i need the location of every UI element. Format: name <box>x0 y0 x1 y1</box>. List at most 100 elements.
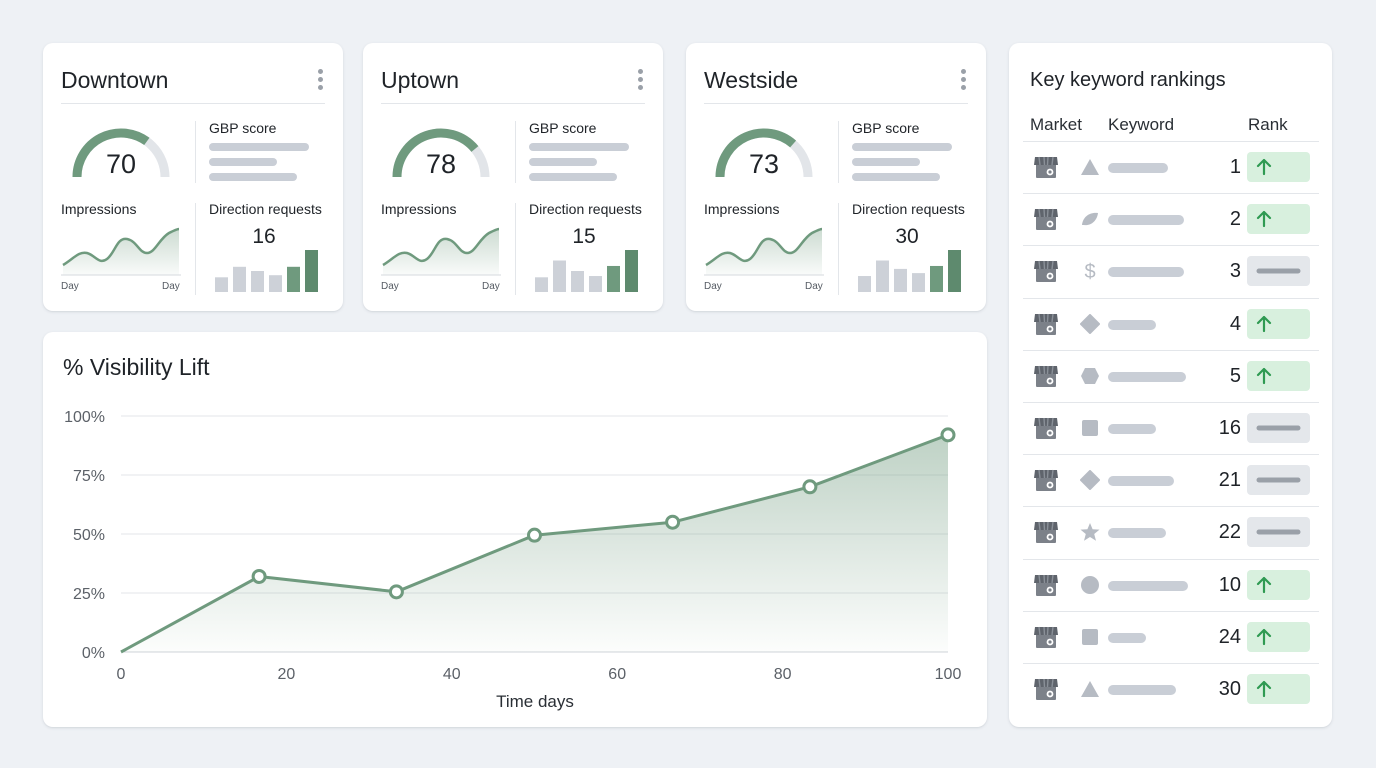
impressions-label: Impressions <box>704 201 780 217</box>
divider <box>838 203 839 295</box>
bar <box>269 275 282 292</box>
rank-value: 24 <box>1218 625 1241 648</box>
bar <box>287 266 300 292</box>
data-point[interactable] <box>940 427 956 443</box>
location-name: Westside <box>704 67 799 93</box>
y-tick-label: 0% <box>82 645 105 662</box>
divider <box>838 121 839 183</box>
skeleton-line <box>529 173 617 181</box>
arrow-up-icon <box>1256 680 1272 698</box>
y-tick-label: 50% <box>73 527 105 544</box>
keyword-rankings-card: Key keyword rankings Market Keyword Rank… <box>1009 43 1332 727</box>
divider <box>515 203 516 295</box>
table-row[interactable]: $ 3 <box>1023 245 1319 298</box>
triangle-icon <box>1081 159 1099 175</box>
bar <box>894 268 907 292</box>
day-start-label: Day <box>61 281 79 292</box>
keyword-placeholder <box>1108 528 1166 539</box>
arrow-up-icon <box>1256 367 1272 384</box>
visibility-lift-title: % Visibility Lift <box>63 354 210 380</box>
diamond-icon <box>1080 313 1100 334</box>
gbp-score-label: GBP score <box>852 120 920 136</box>
skeleton-line <box>852 158 920 166</box>
y-tick-label: 100% <box>64 409 105 426</box>
leaf-icon <box>1082 213 1098 226</box>
table-row[interactable]: 22 <box>1023 506 1319 559</box>
divider <box>381 103 645 104</box>
circle-icon <box>1081 575 1099 594</box>
column-header-rank: Rank <box>1248 115 1288 134</box>
trend-up-badge <box>1247 621 1310 652</box>
skeleton-line <box>852 173 940 181</box>
arrow-up-icon <box>1256 315 1272 332</box>
trend-flat-badge <box>1247 256 1310 287</box>
divider <box>61 103 325 104</box>
day-end-label: Day <box>162 281 180 292</box>
rank-value: 5 <box>1229 364 1241 387</box>
arrow-up-icon <box>1256 576 1272 593</box>
x-tick-label: 80 <box>774 666 792 683</box>
trend-flat-badge <box>1247 517 1310 548</box>
location-card-downtown: Downtown 70 GBP score Impressions <box>43 43 343 311</box>
keyword-placeholder <box>1108 319 1156 330</box>
table-row[interactable]: 30 <box>1023 663 1319 716</box>
keyword-placeholder <box>1108 476 1174 487</box>
location-card-westside: Westside 73 GBP score Impressions <box>686 43 986 311</box>
more-options-icon[interactable] <box>960 69 966 91</box>
impressions-sparkline <box>704 227 824 276</box>
data-point[interactable] <box>802 479 818 495</box>
gbp-score-label: GBP score <box>529 120 597 136</box>
column-header-keyword: Keyword <box>1108 115 1175 134</box>
impressions-label: Impressions <box>381 201 457 217</box>
data-point[interactable] <box>388 584 404 600</box>
impressions-sparkline <box>381 227 501 276</box>
direction-requests-bars <box>215 250 318 292</box>
table-row[interactable]: 16 <box>1023 402 1319 455</box>
table-row[interactable]: 1 <box>1023 141 1319 194</box>
data-point[interactable] <box>251 568 267 584</box>
star-icon <box>1080 523 1100 542</box>
square-icon <box>1082 420 1098 436</box>
storefront-icon <box>1033 625 1059 649</box>
bar <box>876 260 889 292</box>
storefront-icon <box>1033 573 1059 597</box>
storefront-icon <box>1033 259 1059 283</box>
x-tick-label: 60 <box>608 666 626 683</box>
table-row[interactable]: 4 <box>1023 297 1319 351</box>
x-axis-label: Time days <box>496 692 574 711</box>
diamond-icon <box>1080 470 1100 491</box>
direction-requests-value: 30 <box>895 225 919 248</box>
location-name: Uptown <box>381 67 459 93</box>
rank-value: 4 <box>1229 312 1241 335</box>
bar <box>948 250 961 292</box>
keyword-placeholder <box>1108 685 1176 695</box>
storefront-icon <box>1033 155 1059 179</box>
more-options-icon[interactable] <box>637 69 643 91</box>
rank-value: 21 <box>1218 469 1241 492</box>
gbp-score-gauge <box>72 128 170 178</box>
gbp-score-value: 73 <box>748 149 780 179</box>
location-card-uptown: Uptown 78 GBP score Impressions <box>363 43 663 311</box>
table-row[interactable]: 21 <box>1023 454 1319 507</box>
table-row[interactable]: 5 <box>1023 349 1319 403</box>
data-point[interactable] <box>527 527 542 543</box>
more-options-icon[interactable] <box>317 69 323 91</box>
rank-value: 22 <box>1218 521 1241 544</box>
bar <box>912 273 925 292</box>
bar <box>535 277 548 292</box>
bar <box>607 265 620 292</box>
dash-icon <box>1256 268 1301 274</box>
table-row[interactable]: 24 <box>1023 610 1319 664</box>
day-end-label: Day <box>805 281 823 292</box>
table-row[interactable]: 2 <box>1023 193 1319 246</box>
rank-value: 10 <box>1218 573 1241 596</box>
storefront-icon <box>1033 416 1059 440</box>
triangle-icon <box>1081 681 1099 697</box>
bar <box>930 265 943 292</box>
storefront-icon <box>1033 364 1059 388</box>
keyword-placeholder <box>1108 215 1184 226</box>
bar <box>233 266 246 292</box>
table-row[interactable]: 10 <box>1023 558 1319 612</box>
data-point[interactable] <box>665 514 681 530</box>
gbp-score-value: 70 <box>105 149 137 179</box>
